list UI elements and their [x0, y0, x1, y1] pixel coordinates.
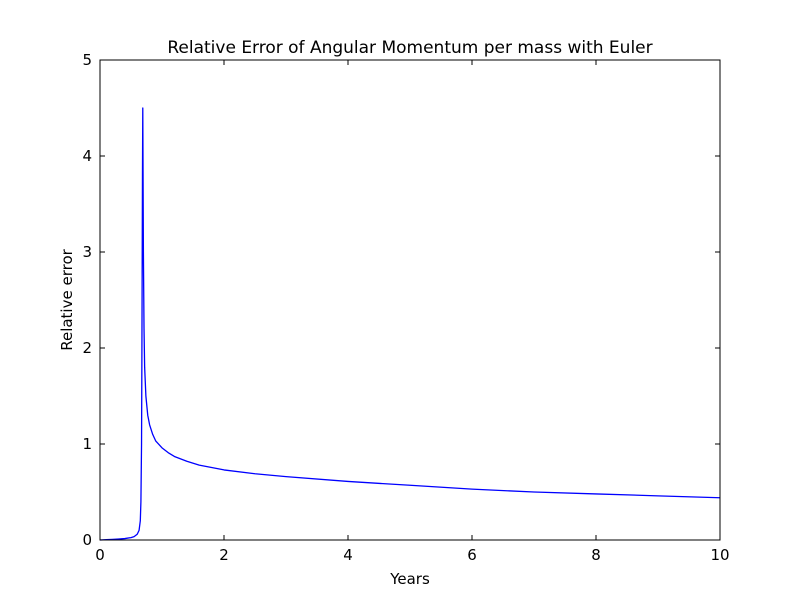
y-tick-label: 3 [82, 243, 92, 261]
x-tick-label: 10 [710, 546, 729, 564]
plot-frame [99, 59, 721, 541]
x-tick-label: 6 [467, 546, 477, 564]
y-tick-label: 0 [82, 531, 92, 549]
series-group [99, 107, 721, 541]
y-tick-label: 5 [82, 51, 92, 69]
x-tick-label: 0 [95, 546, 105, 564]
x-tick-label: 8 [591, 546, 601, 564]
x-tick-label: 4 [343, 546, 353, 564]
y-tick-label: 1 [82, 435, 92, 453]
chart-title: Relative Error of Angular Momentum per m… [167, 38, 652, 58]
tick-group: 0 2 4 6 8 10 0 1 2 3 4 5 [82, 51, 729, 564]
y-axis-label: Relative error [58, 248, 76, 350]
y-tick-label: 4 [82, 147, 92, 165]
series-line-0 [99, 107, 721, 541]
y-tick-label: 2 [82, 339, 92, 357]
x-axis-label: Years [389, 570, 430, 588]
x-tick-label: 2 [219, 546, 229, 564]
